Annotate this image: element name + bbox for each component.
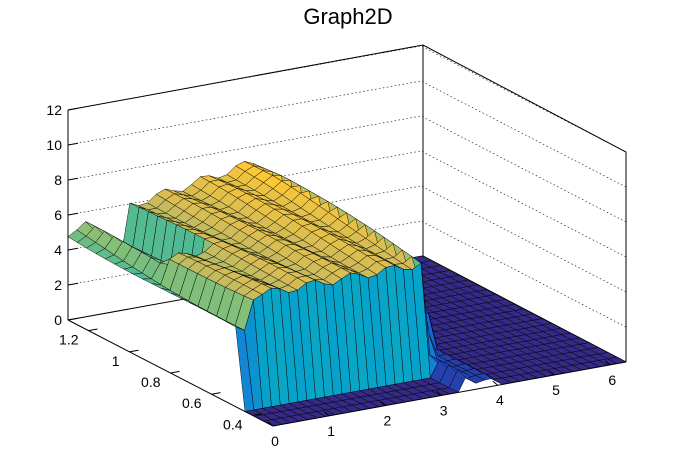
y-tick-label: 0.8: [141, 374, 161, 390]
z-tick: [67, 282, 79, 286]
x-axis: 0 1 2 3 4 5 6: [267, 360, 616, 449]
z-gridline: [67, 150, 627, 258]
z-gridline: [67, 185, 627, 293]
x-tick-label: 5: [552, 382, 560, 398]
z-tick-label: 2: [54, 277, 62, 293]
z-tick-label: 0: [54, 312, 62, 328]
z-tick: [67, 107, 79, 111]
y-tick-label: 0.4: [223, 416, 243, 432]
x-tick: [492, 380, 499, 386]
z-tick: [67, 212, 79, 216]
z-gridline: [67, 80, 627, 188]
z-gridline: [67, 115, 627, 223]
x-tick: [548, 370, 555, 376]
x-tick: [436, 391, 442, 396]
chart-title: Graph2D: [303, 4, 392, 29]
x-tick: [604, 360, 611, 366]
x-tick-label: 4: [496, 392, 504, 408]
z-axis: 0 2 4 6 8 10 12: [46, 102, 79, 328]
y-tick: [211, 392, 221, 395]
y-axis: 0.4 0.6 0.8 1 1.2: [59, 328, 262, 432]
z-tick: [67, 247, 79, 251]
x-tick: [267, 421, 274, 427]
y-tick: [129, 349, 139, 353]
z-tick-label: 8: [54, 172, 62, 188]
x-tick-label: 2: [384, 413, 392, 429]
z-gridlines: [67, 45, 627, 328]
z-gridline: [67, 220, 627, 328]
z-tick-label: 12: [46, 102, 62, 118]
z-gridline: [67, 45, 627, 153]
surface-mesh: [67, 161, 627, 427]
z-tick-label: 4: [54, 242, 62, 258]
y-tick-label: 1.2: [59, 332, 79, 348]
x-tick-label: 3: [440, 402, 448, 418]
z-tick: [67, 142, 79, 146]
x-tick: [323, 411, 330, 417]
x-tick: [380, 401, 386, 407]
y-tick: [170, 370, 180, 374]
z-tick-label: 6: [54, 207, 62, 223]
y-tick: [88, 328, 98, 332]
x-tick-label: 6: [608, 372, 616, 388]
z-tick: [67, 317, 79, 321]
x-tick-label: 0: [271, 433, 279, 449]
y-tick: [252, 413, 262, 416]
z-tick: [67, 177, 79, 181]
y-tick-label: 1: [112, 353, 120, 369]
z-tick-label: 10: [46, 137, 62, 153]
y-tick-label: 0.6: [182, 395, 202, 411]
x-tick-label: 1: [327, 423, 335, 439]
